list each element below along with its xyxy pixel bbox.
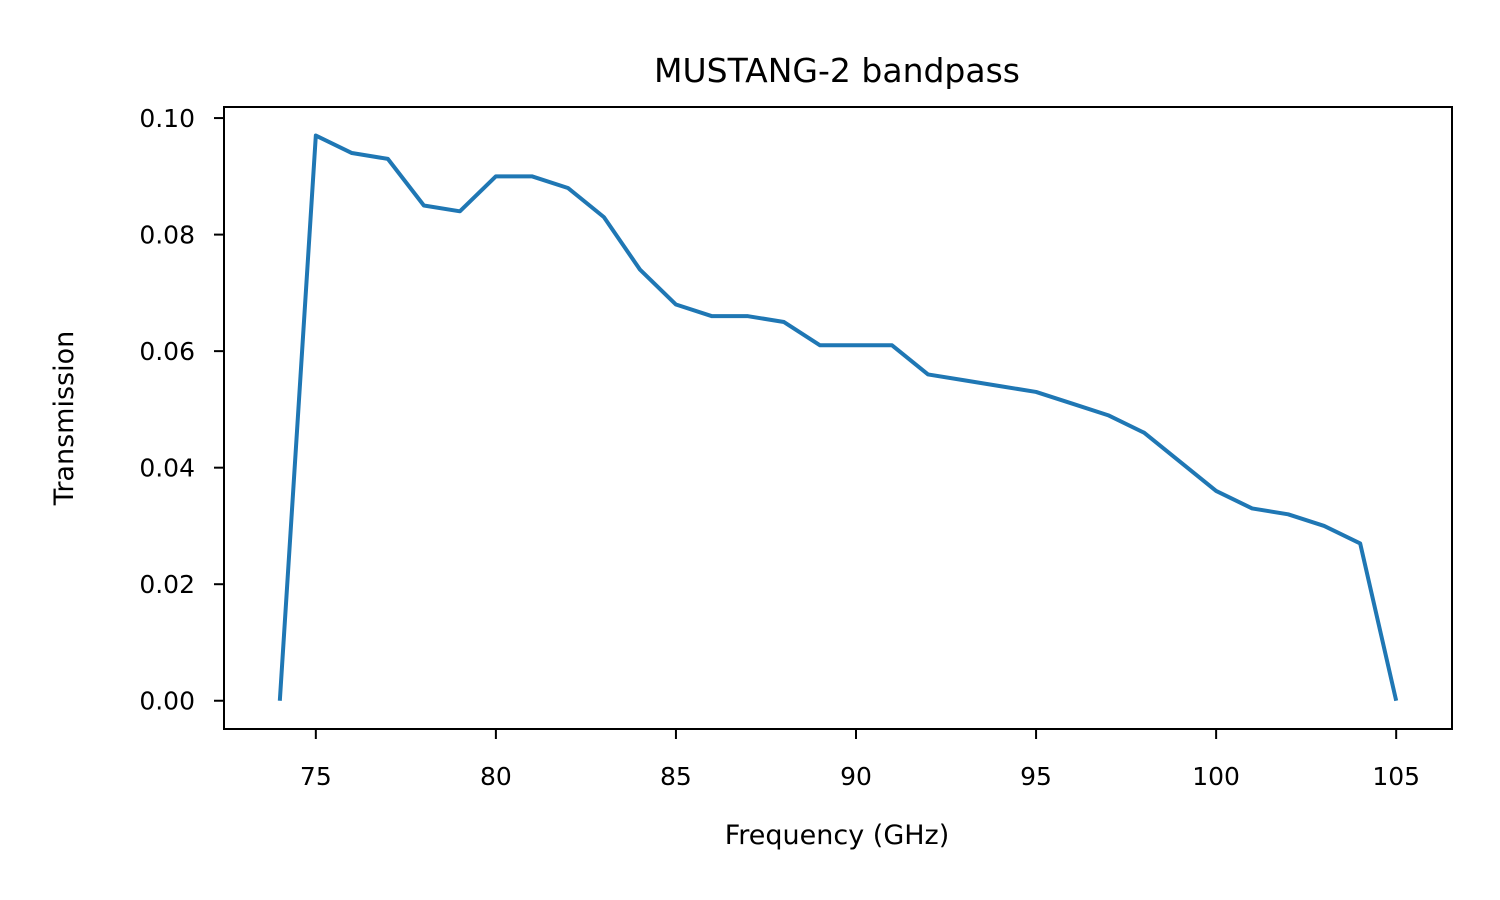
plot-area xyxy=(277,133,1399,702)
axes-frame xyxy=(223,106,1453,730)
y-axis: 0.00 0.02 0.04 0.06 0.08 0.10 xyxy=(139,104,224,716)
x-tick-label: 75 xyxy=(300,762,332,791)
y-tick-label: 0.02 xyxy=(139,570,195,599)
y-tick-label: 0.04 xyxy=(139,454,195,483)
x-axis: 75 80 85 90 95 100 105 xyxy=(300,729,1420,791)
x-tick-label: 90 xyxy=(840,762,872,791)
x-tick-label: 100 xyxy=(1192,762,1240,791)
y-tick-label: 0.00 xyxy=(139,687,195,716)
y-tick-label: 0.10 xyxy=(139,104,195,133)
series-line xyxy=(277,133,1399,702)
y-tick-label: 0.06 xyxy=(139,337,195,366)
x-tick-label: 85 xyxy=(660,762,692,791)
y-axis-label: Transmission xyxy=(49,331,80,506)
x-tick-label: 105 xyxy=(1372,762,1420,791)
x-axis-label: Frequency (GHz) xyxy=(725,820,950,851)
y-tick-label: 0.08 xyxy=(139,221,195,250)
chart-title: MUSTANG-2 bandpass xyxy=(654,51,1020,90)
x-tick-label: 80 xyxy=(480,762,512,791)
x-tick-label: 95 xyxy=(1020,762,1052,791)
